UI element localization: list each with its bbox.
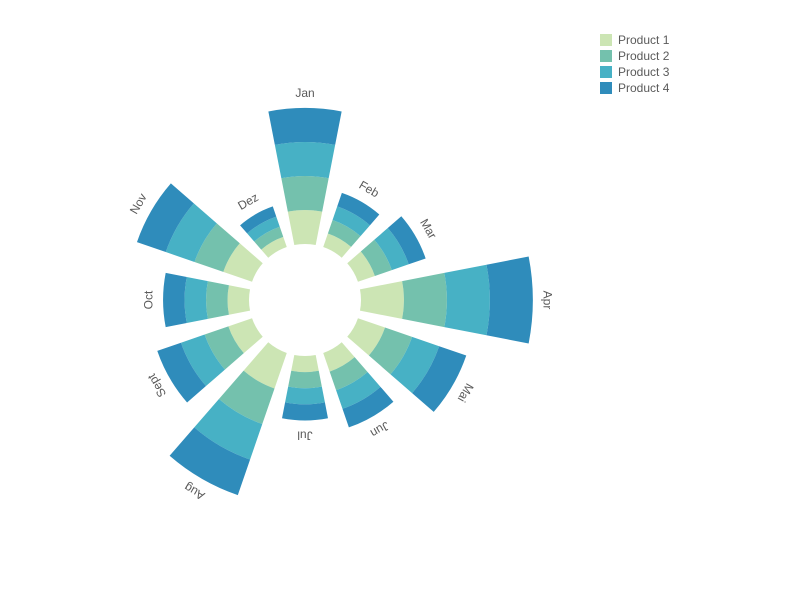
legend-label: Product 3 xyxy=(618,65,669,79)
bar-Jan-Product 1 xyxy=(288,210,322,245)
legend-item: Product 2 xyxy=(600,48,669,64)
bar-Oct-Product 1 xyxy=(228,285,251,315)
legend-swatch xyxy=(600,66,612,78)
legend-item: Product 4 xyxy=(600,80,669,96)
category-label-Nov: Nov xyxy=(127,191,150,216)
bar-Jul-Product 1 xyxy=(291,355,319,372)
bar-Oct-Product 4 xyxy=(163,273,187,327)
bar-Apr-Product 1 xyxy=(360,281,404,319)
legend-swatch xyxy=(600,50,612,62)
bar-Apr-Product 3 xyxy=(444,265,490,336)
legend-swatch xyxy=(600,34,612,46)
bar-Jan-Product 4 xyxy=(268,108,341,145)
legend-label: Product 4 xyxy=(618,81,669,95)
category-label-Sept: Sept xyxy=(144,371,169,400)
category-label-Mai: Mai xyxy=(455,381,477,405)
bar-Apr-Product 2 xyxy=(402,273,447,327)
bar-Jul-Product 2 xyxy=(288,371,322,388)
category-label-Feb: Feb xyxy=(357,178,382,201)
bar-Jan-Product 2 xyxy=(281,176,328,212)
category-label-Aug: Aug xyxy=(182,480,207,503)
bar-Jul-Product 3 xyxy=(285,387,325,405)
legend: Product 1 Product 2 Product 3 Product 4 xyxy=(600,32,669,96)
category-label-Oct: Oct xyxy=(141,290,155,309)
legend-item: Product 1 xyxy=(600,32,669,48)
category-label-Apr: Apr xyxy=(541,291,555,310)
category-label-Jan: Jan xyxy=(295,86,314,100)
legend-label: Product 1 xyxy=(618,33,669,47)
bar-Oct-Product 3 xyxy=(185,277,208,323)
bar-Oct-Product 2 xyxy=(206,281,229,319)
category-label-Mar: Mar xyxy=(417,216,439,241)
category-label-Jun: Jun xyxy=(368,419,392,441)
bar-Apr-Product 4 xyxy=(486,257,532,344)
bar-Jul-Product 4 xyxy=(282,402,328,420)
legend-item: Product 3 xyxy=(600,64,669,80)
legend-swatch xyxy=(600,82,612,94)
polar-stacked-chart: Jan Feb Mar Apr Mai Jun Jul Aug Sept Oct Nov Dez xyxy=(0,0,800,600)
legend-label: Product 2 xyxy=(618,49,669,63)
bar-Jan-Product 3 xyxy=(275,142,335,178)
category-label-Dez: Dez xyxy=(235,190,260,213)
category-label-Jul: Jul xyxy=(297,428,312,442)
